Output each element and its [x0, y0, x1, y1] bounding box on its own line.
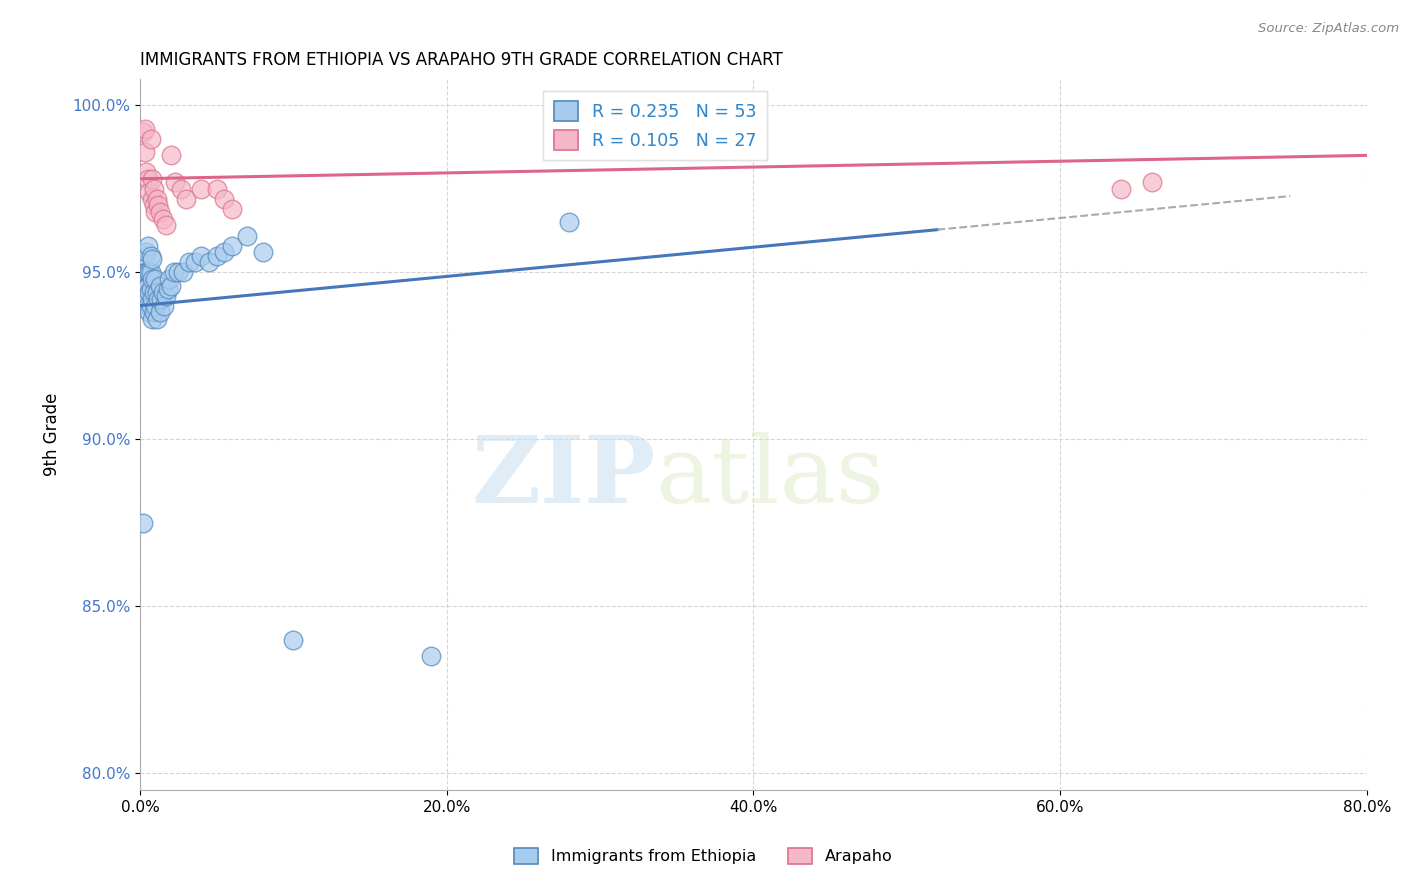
Point [135, 265, 157, 279]
Point [136, 238, 159, 252]
Point [177, 255, 200, 269]
Point [150, 292, 173, 306]
Point [139, 265, 162, 279]
Point [148, 292, 170, 306]
Point [132, 516, 155, 530]
Point [1140, 175, 1163, 189]
Point [141, 252, 163, 266]
Point [152, 285, 174, 300]
Point [159, 278, 181, 293]
Point [420, 649, 443, 664]
Point [141, 192, 163, 206]
Point [134, 121, 156, 136]
Point [152, 211, 174, 226]
Point [205, 248, 228, 262]
Point [134, 282, 156, 296]
Point [136, 278, 159, 293]
Point [146, 285, 169, 300]
Point [163, 265, 186, 279]
Point [138, 265, 160, 279]
Point [170, 182, 193, 196]
Point [142, 198, 165, 212]
Point [134, 145, 156, 159]
Point [146, 192, 169, 206]
Point [148, 198, 170, 212]
Point [132, 125, 155, 139]
Point [149, 205, 172, 219]
Point [139, 248, 162, 262]
Point [136, 265, 159, 279]
Text: atlas: atlas [655, 432, 884, 522]
Point [155, 219, 177, 233]
Point [153, 299, 176, 313]
Point [157, 272, 180, 286]
Point [558, 215, 581, 229]
Point [139, 131, 162, 145]
Point [205, 182, 228, 196]
Point [138, 285, 160, 300]
Point [221, 202, 243, 216]
Point [214, 192, 236, 206]
Point [143, 299, 166, 313]
Legend: Immigrants from Ethiopia, Arapaho: Immigrants from Ethiopia, Arapaho [508, 841, 898, 871]
Point [141, 292, 163, 306]
Point [136, 171, 159, 186]
Point [252, 245, 274, 260]
Point [221, 238, 243, 252]
Point [172, 265, 194, 279]
Point [174, 192, 197, 206]
Point [146, 312, 169, 326]
Point [149, 305, 172, 319]
Point [134, 248, 156, 262]
Point [138, 305, 160, 319]
Point [139, 282, 162, 296]
Legend: R = 0.235   N = 53, R = 0.105   N = 27: R = 0.235 N = 53, R = 0.105 N = 27 [544, 91, 768, 161]
Point [135, 288, 157, 302]
Point [142, 285, 165, 300]
Point [190, 182, 212, 196]
Point [165, 175, 187, 189]
Point [139, 299, 162, 313]
Text: IMMIGRANTS FROM ETHIOPIA VS ARAPAHO 9TH GRADE CORRELATION CHART: IMMIGRANTS FROM ETHIOPIA VS ARAPAHO 9TH … [141, 51, 783, 69]
Text: ZIP: ZIP [471, 432, 655, 522]
Point [167, 265, 190, 279]
Point [236, 228, 259, 243]
Point [142, 182, 165, 196]
Point [142, 305, 165, 319]
Point [283, 632, 305, 647]
Point [190, 248, 212, 262]
Point [141, 312, 163, 326]
Point [155, 288, 177, 302]
Point [141, 171, 163, 186]
Point [143, 205, 166, 219]
Point [1111, 182, 1133, 196]
Point [134, 265, 156, 279]
Point [136, 299, 159, 313]
Point [138, 185, 160, 199]
Point [141, 272, 163, 286]
Point [135, 165, 157, 179]
Point [159, 148, 181, 162]
Point [135, 245, 157, 260]
Point [198, 255, 221, 269]
Y-axis label: 9th Grade: 9th Grade [44, 392, 60, 476]
Point [184, 255, 207, 269]
Point [143, 272, 166, 286]
Text: Source: ZipAtlas.com: Source: ZipAtlas.com [1258, 22, 1399, 36]
Point [214, 245, 236, 260]
Point [149, 278, 172, 293]
Point [156, 282, 179, 296]
